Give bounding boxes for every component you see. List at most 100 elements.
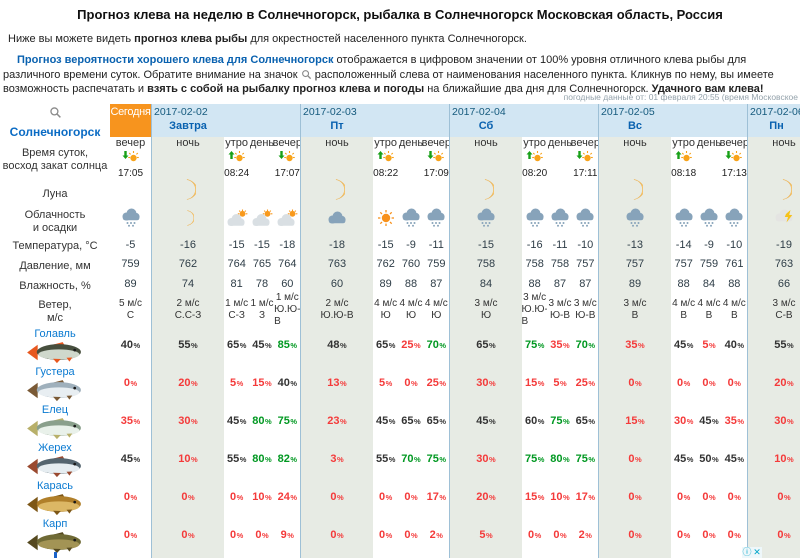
row-label-temperature: Температура, °C bbox=[12, 240, 98, 253]
time-of-day-cell: вечер 17:07 bbox=[273, 137, 302, 179]
time-of-day-cell: утро 08:22 bbox=[373, 137, 398, 179]
ad-info-icon[interactable]: ⓘ bbox=[742, 547, 752, 558]
bite-percent: 45% bbox=[699, 415, 719, 427]
cloud-snow-icon bbox=[474, 208, 498, 233]
bite-percent-cell: 3% bbox=[301, 440, 373, 478]
temperature-value: -16 bbox=[180, 238, 196, 251]
fish-name-link[interactable]: Густера bbox=[35, 366, 75, 378]
bite-percent-cell: 45% bbox=[373, 402, 398, 440]
bite-percent-cell: 0% bbox=[748, 478, 800, 516]
moon-cell bbox=[424, 179, 449, 205]
pressure-value: 759 bbox=[121, 258, 140, 270]
time-of-day-label: ночь bbox=[176, 137, 200, 149]
bite-percent: 30% bbox=[774, 415, 794, 427]
day-header: 2017-02-05 Вс bbox=[599, 104, 747, 137]
bite-percent-cell: 0% bbox=[722, 516, 747, 554]
wind-value: 1 м/с Ю.Ю-В bbox=[274, 292, 301, 327]
bite-percent: 20% bbox=[178, 377, 198, 389]
day-header: 2017-02-06 Пн bbox=[748, 104, 800, 137]
bite-percent-cell: 5% bbox=[224, 364, 249, 402]
sky-cell bbox=[599, 205, 671, 235]
time-of-day-cell: день bbox=[398, 137, 423, 179]
sunset-icon bbox=[725, 150, 743, 168]
day-name-link[interactable]: Пт bbox=[330, 120, 344, 132]
bite-percent-cell: 65% bbox=[450, 326, 522, 364]
bite-percent: 0% bbox=[123, 491, 138, 503]
cloud-snow-icon bbox=[623, 208, 647, 233]
temperature-value: -13 bbox=[627, 238, 643, 251]
sky-cell bbox=[671, 205, 696, 235]
bite-percent-cell: 15% bbox=[249, 364, 274, 402]
ad-close-icon[interactable]: ✕ bbox=[752, 547, 762, 558]
humidity-value: 88 bbox=[404, 278, 418, 290]
magnifier-icon[interactable] bbox=[0, 106, 110, 123]
bite-percent: 85% bbox=[277, 339, 298, 351]
sun-time: 08:18 bbox=[671, 168, 697, 179]
time-of-day-label: утро bbox=[225, 137, 249, 149]
bite-percent: 5% bbox=[230, 377, 244, 389]
row-label-pressure: Давление, мм bbox=[19, 259, 91, 272]
temperature-value: -11 bbox=[552, 238, 568, 251]
bite-percent-cell: 35% bbox=[599, 326, 671, 364]
forecast-probability-link[interactable]: Прогноз вероятности хорошего клева для С… bbox=[17, 54, 334, 66]
ad-badge: ⓘ ✕ bbox=[742, 547, 762, 558]
temperature-value: -15 bbox=[377, 238, 394, 251]
bite-percent: 0% bbox=[230, 529, 244, 541]
bite-percent-cell: 15% bbox=[522, 364, 547, 402]
humidity-value: 81 bbox=[230, 278, 243, 290]
day-name-link[interactable]: Завтра bbox=[169, 120, 207, 132]
cloud-snow-icon bbox=[697, 208, 721, 233]
day-name-link[interactable]: Пн bbox=[769, 120, 784, 132]
humidity-value: 60 bbox=[330, 278, 344, 290]
fish-name-link[interactable]: Елец bbox=[41, 404, 69, 416]
bite-percent-cell: 0% bbox=[301, 516, 373, 554]
bite-percent-cell: 25% bbox=[573, 364, 598, 402]
today-header[interactable]: Сегодня bbox=[110, 104, 151, 137]
fish-name-link[interactable]: Карась bbox=[37, 480, 73, 492]
day-column-2017-02-02: 2017-02-02 Завтра ночь -16 762 74 2 м/с С.С-З 55… bbox=[151, 104, 302, 558]
clipped-next-row bbox=[54, 552, 57, 558]
cloud-snow-icon bbox=[119, 208, 143, 233]
fish-name-link[interactable]: Голавль bbox=[34, 328, 76, 340]
city-name[interactable]: Солнечногорск bbox=[9, 124, 101, 139]
bite-percent-cell: 50% bbox=[696, 440, 721, 478]
day-column-2017-02-04: 2017-02-04 Сб ночь -15 758 84 3 м/с Ю 65% 30% 45% 3… bbox=[449, 104, 600, 558]
bite-percent-cell: 9% bbox=[275, 516, 300, 554]
bite-percent-cell: 70% bbox=[573, 326, 598, 364]
bite-percent: 75% bbox=[550, 415, 570, 427]
row-label-time-line1: Время суток, bbox=[21, 147, 89, 160]
wind-value: 1 м/с С-З bbox=[225, 298, 249, 321]
bite-percent-cell: 0% bbox=[373, 478, 398, 516]
bite-percent-cell: 0% bbox=[671, 364, 696, 402]
day-name-link[interactable]: Сб bbox=[478, 120, 494, 132]
row-label-time: Время суток, восход закат солнца bbox=[0, 139, 110, 181]
time-of-day-label: день bbox=[398, 137, 424, 149]
sky-cell bbox=[152, 205, 224, 235]
page-title: Прогноз клева на неделю в Солнечногорск,… bbox=[77, 7, 723, 22]
bite-percent: 5% bbox=[379, 377, 393, 389]
day-column-2017-02-03: 2017-02-03 Пт ночь -18 763 60 2 м/с Ю.Ю-В 48% 13%… bbox=[300, 104, 451, 558]
sky-cell bbox=[696, 205, 721, 235]
day-column-2017-02-05: 2017-02-05 Вс ночь -13 757 89 3 м/с В 35% 0% 15% 0%… bbox=[598, 104, 749, 558]
fish-name-link[interactable]: Карп bbox=[42, 518, 68, 530]
date-label: 2017-02-05 bbox=[601, 106, 655, 118]
bite-percent-cell: 45% bbox=[224, 402, 249, 440]
bite-percent: 0% bbox=[181, 491, 195, 503]
time-of-day-label: утро bbox=[374, 137, 398, 149]
pressure-value: 760 bbox=[401, 258, 421, 270]
humidity-value: 88 bbox=[728, 278, 741, 290]
bite-percent: 17% bbox=[426, 491, 447, 503]
row-label-time-line2: восход закат солнца bbox=[2, 160, 108, 172]
day-name-link[interactable]: Вс bbox=[627, 120, 643, 132]
bite-percent: 25% bbox=[401, 339, 421, 351]
pressure-value: 758 bbox=[525, 258, 544, 270]
fish-name-link[interactable]: Жерех bbox=[38, 442, 72, 454]
sky-cell bbox=[249, 205, 274, 235]
time-of-day-cell: вечер 17:11 bbox=[571, 137, 600, 179]
bite-percent: 75% bbox=[426, 453, 447, 465]
sky-cell bbox=[573, 205, 598, 235]
moon-cell bbox=[224, 179, 249, 205]
wind-value: 3 м/с В bbox=[623, 298, 647, 321]
cloud-lightning-icon bbox=[772, 208, 796, 233]
pressure-value: 757 bbox=[674, 258, 693, 270]
